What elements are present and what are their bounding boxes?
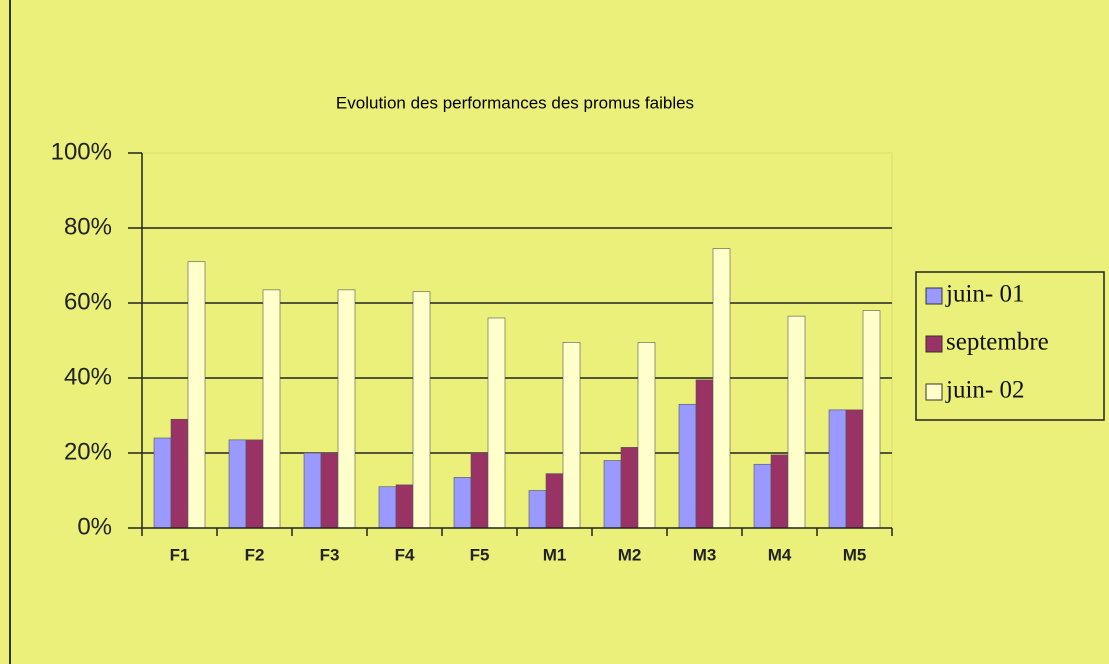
bar xyxy=(528,490,547,529)
legend-box xyxy=(915,271,1105,421)
x-tick-label: M4 xyxy=(768,545,792,564)
bar xyxy=(153,437,172,529)
legend-swatch xyxy=(925,335,943,353)
bar xyxy=(620,447,639,529)
y-tick-label: 40% xyxy=(64,363,112,390)
x-tick-label: F5 xyxy=(470,545,490,564)
y-tick-label: 20% xyxy=(64,438,112,465)
bar xyxy=(845,409,864,529)
y-tick-label: 60% xyxy=(64,288,112,315)
bar xyxy=(562,342,581,529)
legend-label: juin- 01 xyxy=(945,281,1024,308)
legend-label: juin- 02 xyxy=(945,377,1024,404)
bar xyxy=(862,310,881,529)
bar xyxy=(395,484,414,529)
bar xyxy=(753,463,772,529)
bar xyxy=(320,452,339,529)
bar xyxy=(337,289,356,529)
bar xyxy=(637,342,656,529)
x-tick-label: F1 xyxy=(170,545,190,564)
legend-swatch xyxy=(925,383,943,401)
bar xyxy=(412,291,431,529)
bar xyxy=(695,379,714,529)
x-tick-label: M5 xyxy=(843,545,867,564)
legend-swatch xyxy=(925,287,943,305)
bar xyxy=(170,418,189,529)
chart-title: Evolution des performances des promus fa… xyxy=(336,93,694,112)
bar xyxy=(187,261,206,529)
y-tick-label: 0% xyxy=(77,513,112,540)
bar xyxy=(828,409,847,529)
x-tick-label: M1 xyxy=(543,545,567,564)
bar xyxy=(603,460,622,529)
x-tick-label: M3 xyxy=(693,545,717,564)
x-tick-label: F4 xyxy=(395,545,415,564)
bar xyxy=(678,403,697,529)
bar xyxy=(787,315,806,529)
bar xyxy=(712,248,731,529)
bar xyxy=(245,439,264,529)
y-tick-label: 80% xyxy=(64,213,112,240)
x-tick-label: F3 xyxy=(320,545,340,564)
x-tick-label: F2 xyxy=(245,545,265,564)
y-tick-label: 100% xyxy=(51,138,112,165)
bar xyxy=(303,452,322,529)
bar xyxy=(453,477,472,529)
bar xyxy=(378,486,397,529)
bar xyxy=(487,317,506,529)
bar xyxy=(770,454,789,529)
bar xyxy=(470,452,489,529)
bar xyxy=(228,439,247,529)
x-tick-label: M2 xyxy=(618,545,642,564)
bar xyxy=(545,473,564,529)
bar xyxy=(262,289,281,529)
legend-label: septembre xyxy=(946,329,1049,356)
